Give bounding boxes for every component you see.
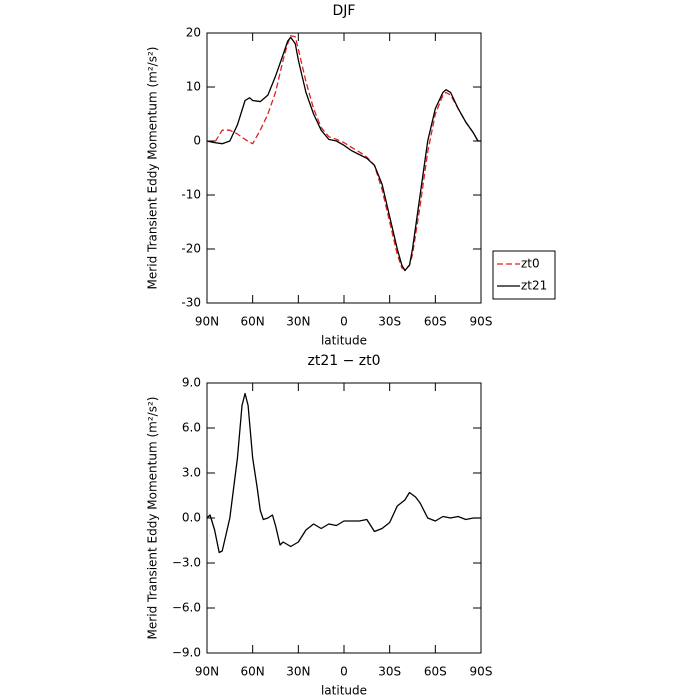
x-tick-label: 0	[340, 315, 348, 329]
x-tick-label: 60S	[424, 315, 447, 329]
chart-title: zt21 − zt0	[307, 353, 380, 369]
y-tick-label: 0	[193, 134, 201, 148]
x-tick-label: 90S	[470, 315, 493, 329]
data-line	[206, 35, 481, 271]
data-line	[206, 392, 481, 554]
x-tick-label: 90N	[195, 665, 219, 679]
y-tick-label: −3.0	[172, 556, 201, 570]
y-tick-label: −6.0	[172, 601, 201, 615]
legend-box	[492, 250, 556, 300]
y-axis-label: Merid Transient Eddy Momentum (m²/s²)	[146, 397, 160, 640]
x-tick-label: 0	[340, 665, 348, 679]
x-tick-label: 60S	[424, 665, 447, 679]
y-tick-label: 9.0	[182, 376, 201, 390]
y-tick-label: -20	[181, 242, 201, 256]
y-axis-label: Merid Transient Eddy Momentum (m²/s²)	[146, 47, 160, 290]
x-tick-label: 60N	[241, 315, 265, 329]
x-axis-label: latitude	[321, 334, 367, 348]
y-tick-label: -10	[181, 188, 201, 202]
legend-label: zt0	[521, 257, 540, 271]
x-tick-label: 30N	[286, 315, 310, 329]
legend-label: zt21	[521, 279, 547, 293]
x-tick-label: 30S	[378, 665, 401, 679]
y-tick-label: 6.0	[182, 421, 201, 435]
x-tick-label: 60N	[241, 665, 265, 679]
plot-frame	[206, 32, 482, 304]
y-tick-label: −9.0	[172, 646, 201, 660]
y-tick-label: 0.0	[182, 511, 201, 525]
x-tick-label: 30S	[378, 315, 401, 329]
y-tick-label: 3.0	[182, 466, 201, 480]
y-tick-label: 20	[186, 26, 201, 40]
x-tick-label: 30N	[286, 665, 310, 679]
x-tick-label: 90N	[195, 315, 219, 329]
y-tick-label: 10	[186, 80, 201, 94]
chart-title: DJF	[333, 3, 356, 19]
y-tick-label: -30	[181, 296, 201, 310]
x-tick-label: 90S	[470, 665, 493, 679]
x-axis-label: latitude	[321, 684, 367, 698]
data-line	[206, 36, 481, 272]
